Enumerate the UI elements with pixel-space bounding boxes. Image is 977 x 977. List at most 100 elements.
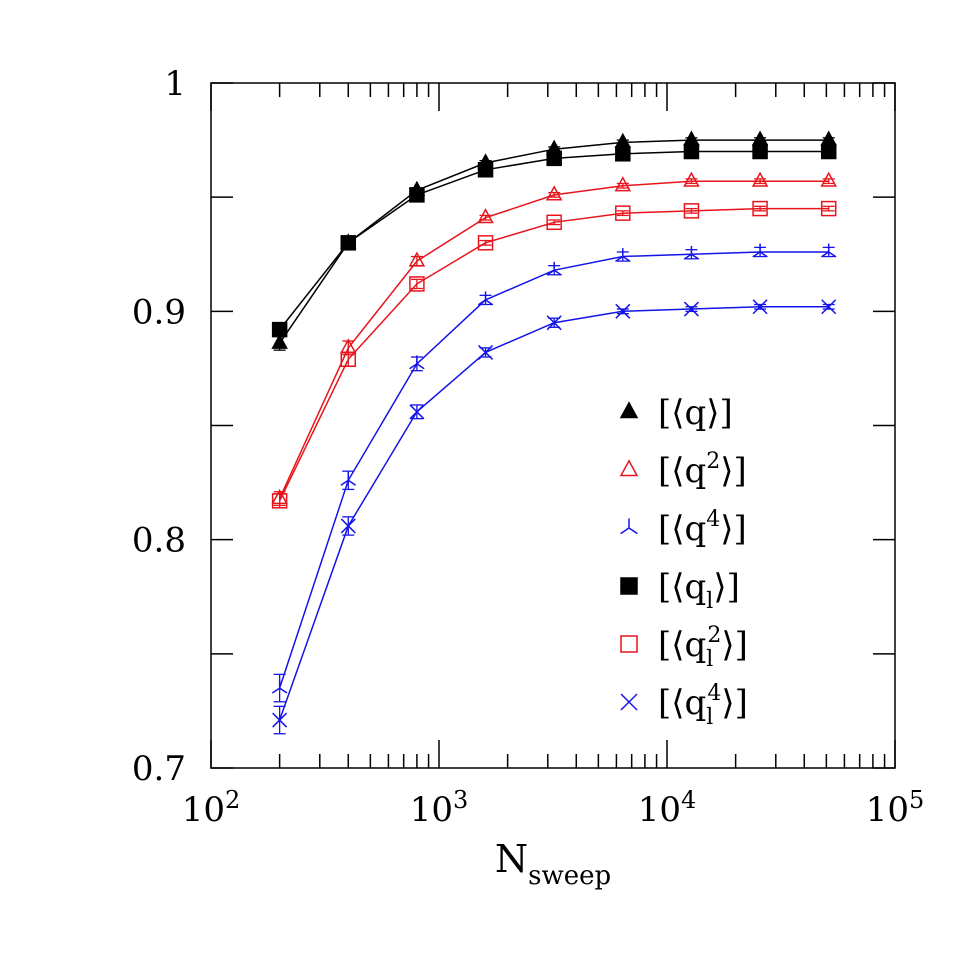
data-point (619, 459, 639, 477)
data-point (271, 679, 288, 694)
data-point (820, 171, 837, 187)
legend-label-close: ⟩] (721, 625, 748, 665)
data-point (620, 518, 638, 535)
legend-item: [⟨q2⟩] (619, 449, 747, 491)
series (272, 299, 837, 735)
legend-label-open: [⟨ (658, 509, 685, 549)
x-tick-label-exponent: 5 (909, 786, 924, 814)
data-point (683, 171, 700, 187)
data-point (615, 248, 631, 263)
x-tick-label-exponent: 4 (681, 786, 696, 814)
legend-label: [⟨q2⟩] (658, 449, 747, 491)
legend-label-open: [⟨ (658, 683, 685, 723)
data-point (409, 187, 425, 203)
data-point (751, 171, 769, 187)
x-axis-title: Nsweep (495, 837, 611, 891)
error-bar (685, 178, 698, 185)
data-point (752, 243, 768, 258)
data-point (477, 162, 494, 178)
legend-label-base: q (685, 567, 707, 607)
error-bar (685, 207, 698, 214)
legend-item: [⟨ql2⟩] (620, 623, 748, 672)
error-bar (616, 210, 629, 217)
axis-ticks (210, 82, 896, 769)
error-bar (479, 239, 492, 246)
legend-item: [⟨q⟩] (619, 393, 733, 433)
data-point (409, 276, 425, 292)
data-point (478, 344, 494, 360)
x-tick-label-exponent: 3 (453, 786, 468, 814)
error-bar (548, 191, 561, 198)
data-point (614, 176, 632, 192)
legend-item: [⟨ql4⟩] (620, 681, 748, 730)
data-point (615, 205, 631, 221)
legend-label-sup: 4 (706, 507, 720, 532)
data-point (477, 235, 494, 251)
error-bar (754, 205, 767, 212)
data-point (409, 355, 425, 370)
data-point (683, 301, 699, 317)
data-point (820, 143, 837, 160)
legend-label-open: [⟨ (658, 625, 685, 665)
series (271, 200, 837, 509)
data-point (340, 235, 357, 251)
y-tick-label: 0.8 (132, 521, 186, 561)
error-bar (548, 219, 561, 226)
legend-label-sub: l (706, 647, 713, 672)
data-point (620, 635, 638, 653)
data-point (477, 291, 494, 306)
legend-label-sup: 4 (707, 681, 721, 706)
legend-label-sub: l (706, 589, 713, 614)
data-point (546, 261, 562, 276)
error-bar (616, 182, 629, 189)
legend-label-base: q (685, 683, 707, 723)
y-tick-label: 0.7 (132, 749, 186, 789)
data-point (545, 185, 563, 201)
error-bar (754, 178, 767, 185)
x-tick-label: 103 (410, 786, 469, 830)
data-point (340, 518, 356, 534)
legend-label-base: q (685, 451, 707, 491)
data-point (752, 200, 768, 217)
data-point (752, 143, 768, 160)
series (271, 243, 837, 703)
data-point (620, 577, 638, 595)
data-point (619, 401, 639, 419)
x-tick-label-base: 10 (866, 790, 909, 830)
legend-label: [⟨q⟩] (658, 393, 733, 433)
error-bar (822, 205, 835, 212)
legend-label-close: ⟩] (720, 509, 747, 549)
data-point (271, 493, 288, 509)
legend-label-base: q (685, 509, 707, 549)
data-point (271, 333, 288, 349)
legend-label-close: ⟩] (706, 393, 733, 433)
series-layer (271, 130, 837, 735)
legend-label-open: [⟨ (658, 393, 685, 433)
x-tick-label-base: 10 (638, 790, 681, 830)
x-tick-label: 104 (638, 786, 697, 830)
legend-label-open: [⟨ (658, 567, 685, 607)
data-point (546, 214, 562, 231)
data-point (546, 315, 562, 331)
legend-label-sub: l (706, 705, 713, 730)
legend-label-close: ⟩] (713, 567, 740, 607)
data-point (683, 245, 700, 260)
y-tick-label: 1 (164, 64, 186, 104)
legend-label-open: [⟨ (658, 451, 685, 491)
data-point (820, 200, 837, 217)
legend: [⟨q⟩][⟨q2⟩][⟨q4⟩][⟨ql⟩][⟨ql2⟩][⟨ql4⟩] (619, 393, 748, 730)
data-point (340, 351, 357, 368)
data-point (752, 299, 768, 315)
x-axis-title-sub: sweep (528, 861, 611, 891)
legend-label: [⟨q4⟩] (658, 507, 747, 549)
x-tick-label-base: 10 (410, 790, 453, 830)
error-bar (479, 214, 492, 221)
data-point (615, 303, 631, 319)
legend-label-base: q (685, 393, 707, 433)
data-point (683, 203, 700, 219)
data-point (272, 712, 288, 728)
data-point (409, 404, 425, 420)
data-point (821, 299, 837, 315)
